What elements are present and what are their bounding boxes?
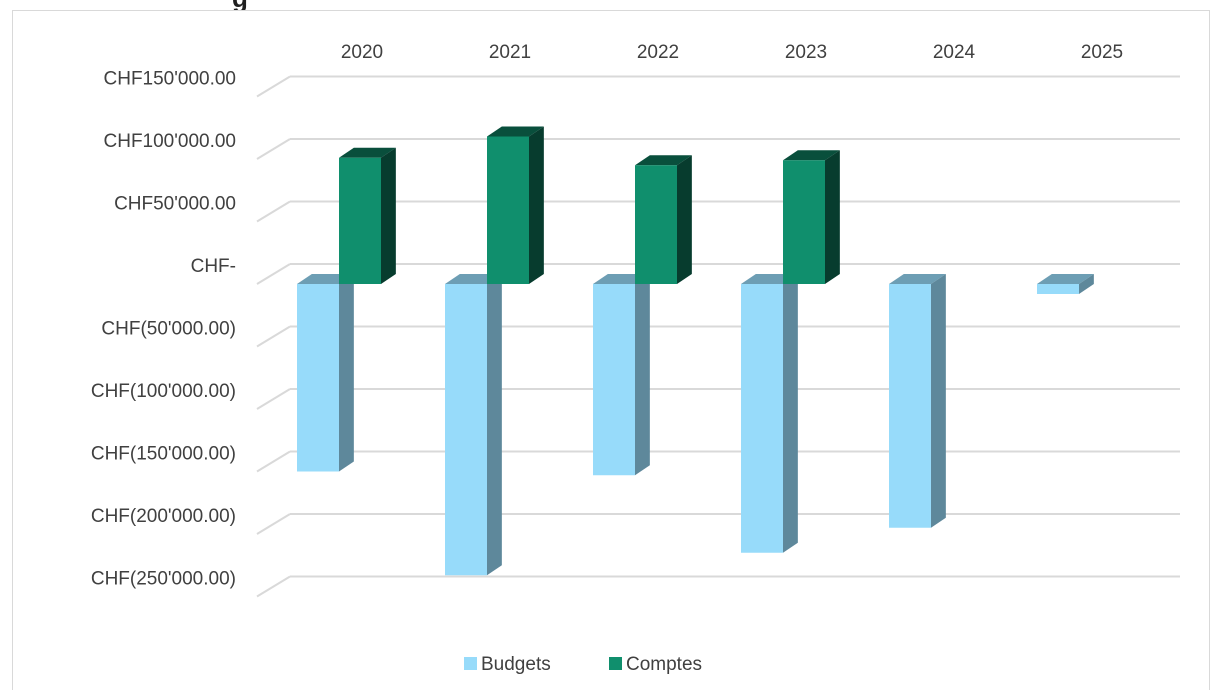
bar-comptes-2022 [635, 155, 692, 284]
x-tick-label: 2022 [637, 42, 679, 63]
y-tick-label: CHF(100'000.00) [91, 381, 236, 402]
bar-comptes-2021-front [487, 136, 529, 284]
bar-budgets-2024-side [931, 274, 946, 528]
x-tick-label: 2024 [933, 42, 976, 63]
legend-swatch [464, 657, 477, 670]
gridline-depth [256, 263, 291, 285]
bar-comptes-2020-front [339, 157, 381, 284]
bar-budgets-2020 [297, 274, 354, 472]
bar-budgets-2023-front [741, 284, 783, 553]
legend-swatch [609, 657, 622, 670]
gridline-depth [256, 388, 291, 410]
bar-budgets-2023 [741, 274, 798, 553]
bar-budgets-2020-front [297, 284, 339, 472]
bar-comptes-2020 [339, 147, 396, 284]
gridline-depth [256, 575, 291, 598]
gridline-depth [256, 325, 291, 348]
x-tick-label: 2025 [1081, 42, 1123, 63]
bars [297, 126, 1094, 576]
bar-comptes-2022-side [677, 155, 692, 284]
y-tick-label: CHF(150'000.00) [91, 444, 236, 465]
bar-comptes-2020-top [339, 147, 396, 158]
bar-budgets-2025-side [1079, 274, 1094, 294]
y-axis-ticks: CHF150'000.00 CHF100'000.00 CHF50'000.00 CH… [91, 69, 236, 590]
x-tick-label: 2020 [341, 42, 383, 63]
bar-comptes-2020-side [381, 147, 396, 284]
gridlines [256, 75, 1180, 598]
bar-budgets-2025-front [1037, 284, 1079, 294]
gridline-depth [256, 513, 291, 535]
gridline-depth [256, 138, 291, 160]
bar-budgets-2025 [1037, 274, 1094, 294]
x-tick-label: 2021 [489, 42, 531, 63]
bar-budgets-2024 [889, 274, 946, 528]
y-tick-label: CHF50'000.00 [114, 194, 236, 215]
bar-budgets-2023-side [783, 274, 798, 553]
y-tick-label: CHF- [191, 256, 236, 277]
bar-comptes-2023-front [783, 160, 825, 284]
gridline-depth [256, 75, 291, 98]
gridline-depth [256, 450, 291, 473]
bar-budgets-2021-front [445, 284, 487, 576]
bar-comptes-2023-top [783, 150, 840, 161]
bar-comptes-2022-top [635, 155, 692, 166]
bar-comptes-2023 [783, 150, 840, 284]
y-tick-label: CHF150'000.00 [104, 69, 237, 90]
bar-budgets-2024-top [889, 274, 946, 284]
bar-comptes-2023-side [825, 150, 840, 284]
bar-comptes-2022-front [635, 165, 677, 284]
bar-budgets-2024-front [889, 284, 931, 528]
y-tick-label: CHF(50'000.00) [101, 319, 236, 340]
x-tick-label: 2023 [785, 42, 827, 63]
bar-budgets-2022-side [635, 274, 650, 476]
gridline-depth [256, 200, 291, 223]
y-tick-label: CHF(200'000.00) [91, 506, 236, 527]
y-tick-label: CHF100'000.00 [104, 131, 237, 152]
bar-budgets-2025-top [1037, 274, 1094, 284]
bar-budgets-2021 [445, 274, 502, 576]
legend: Budgets Comptes [464, 654, 702, 675]
legend-label: Comptes [626, 654, 702, 675]
bar-budgets-2022-front [593, 284, 635, 476]
y-tick-label: CHF(250'000.00) [91, 569, 236, 590]
bar-comptes-2021 [487, 126, 544, 284]
legend-label: Budgets [481, 654, 551, 675]
bar-budgets-2021-side [487, 274, 502, 576]
bar-budgets-2022 [593, 274, 650, 476]
x-axis-ticks: 2020 2021 2022 2023 2024 2025 [341, 42, 1123, 63]
bar-comptes-2021-top [487, 126, 544, 137]
bar-comptes-2021-side [529, 126, 544, 284]
bar-budgets-2020-side [339, 274, 354, 472]
chart-title-fragment: g [232, 0, 248, 10]
